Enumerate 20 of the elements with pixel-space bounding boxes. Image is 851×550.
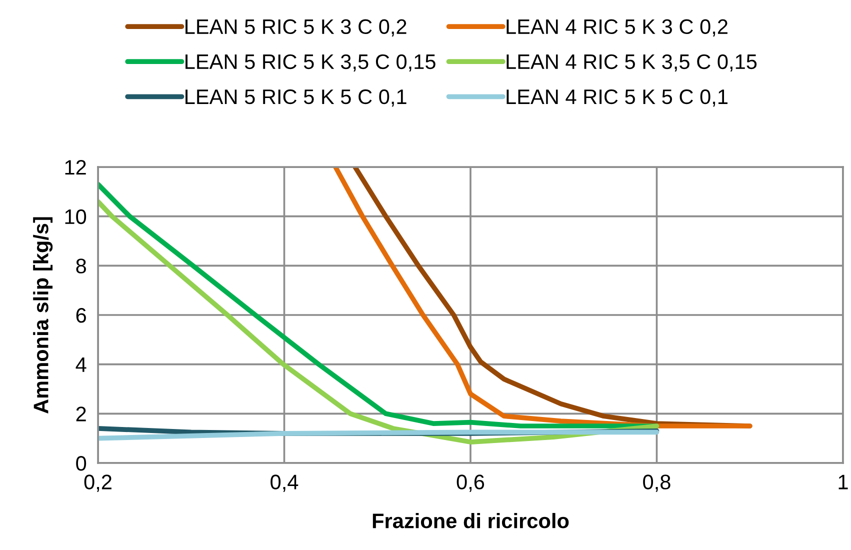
x-axis-title: Frazione di ricircolo [372, 512, 569, 528]
y-tick-label: 4 [76, 358, 86, 372]
x-tick-label: 1 [838, 474, 848, 490]
legend-label: LEAN 5 RIC 5 K 3,5 C 0,15 [186, 54, 436, 72]
legend-label: LEAN 4 RIC 5 K 3 C 0,2 [506, 19, 728, 37]
x-tick-label: 0,8 [643, 474, 670, 492]
y-axis-title: Ammonia slip [kg/s] [33, 217, 53, 414]
x-tick-label: 0,4 [270, 474, 298, 492]
y-tick-label: 6 [76, 308, 86, 323]
y-tick-label: 2 [76, 406, 86, 422]
legend-label: LEAN 4 RIC 5 K 3,5 C 0,15 [506, 54, 757, 72]
y-tick-label: 12 [65, 160, 86, 175]
y-tick-label: 0 [76, 456, 86, 471]
legend-label: LEAN 5 RIC 5 K 3 C 0,2 [186, 19, 406, 37]
legend-label: LEAN 5 RIC 5 K 5 C 0,1 [186, 89, 406, 107]
x-tick-label: 0,6 [456, 474, 484, 492]
y-tick-label: 10 [65, 209, 86, 224]
x-tick-label: 0,2 [84, 474, 112, 492]
legend-label: LEAN 4 RIC 5 K 5 C 0,1 [506, 89, 728, 107]
y-tick-label: 8 [76, 258, 86, 274]
